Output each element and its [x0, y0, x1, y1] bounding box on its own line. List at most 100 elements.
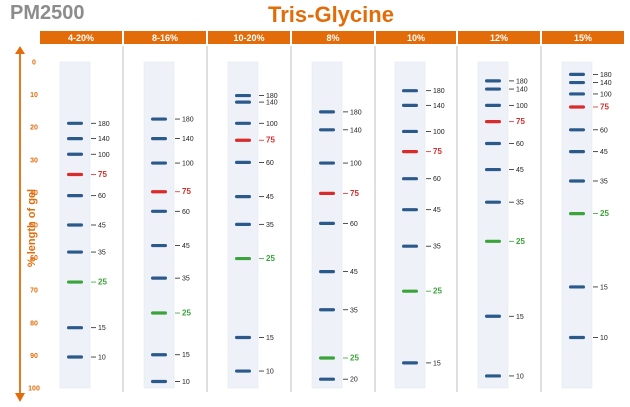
band-10 — [235, 369, 251, 373]
band-75 — [485, 120, 501, 124]
band-label: 10 — [600, 335, 608, 342]
band-label: 45 — [266, 194, 274, 201]
gel-lanes: 1801401007560453525151018014010075604535… — [59, 61, 612, 389]
band-180 — [151, 117, 167, 121]
band-label: 60 — [350, 221, 358, 228]
band-60 — [485, 141, 501, 146]
band-15 — [569, 285, 585, 289]
gel-header-label: 8-16% — [152, 33, 178, 43]
band-140 — [319, 128, 335, 132]
page-title: Tris-Glycine — [268, 2, 394, 27]
band-35 — [402, 244, 418, 248]
gel-lane-background — [394, 61, 426, 389]
band-label: 15 — [600, 284, 608, 291]
band-label: 25 — [516, 237, 525, 246]
band-label: 45 — [98, 223, 106, 230]
band-140 — [402, 103, 418, 107]
y-tick-label: 30 — [30, 157, 38, 164]
band-label: 100 — [433, 129, 445, 136]
band-label: 35 — [350, 307, 358, 314]
band-label: 10 — [516, 373, 524, 380]
band-35 — [569, 179, 585, 183]
gel-header-2 — [208, 31, 290, 44]
band-label: 25 — [182, 309, 191, 318]
band-label: 140 — [98, 136, 110, 143]
band-label: 75 — [433, 147, 442, 156]
band-label: 25 — [433, 287, 442, 296]
band-label: 35 — [516, 200, 524, 207]
band-label: 180 — [182, 117, 194, 124]
band-45 — [485, 167, 501, 172]
band-10 — [569, 335, 585, 340]
band-label: 180 — [98, 121, 110, 128]
gel-header-3 — [292, 31, 374, 44]
gel-header-4 — [376, 31, 456, 44]
band-label: 180 — [516, 78, 528, 85]
band-label: 15 — [98, 325, 106, 332]
band-label: 15 — [266, 335, 274, 342]
arrow-up-icon — [15, 46, 25, 54]
y-axis: 0 10 20 30 40 50 60 70 80 90 100 — [15, 46, 40, 402]
band-label: 20 — [350, 377, 358, 384]
band-10 — [151, 379, 167, 384]
band-35 — [151, 276, 167, 280]
band-label: 140 — [600, 80, 612, 87]
band-25 — [485, 239, 501, 243]
band-75 — [235, 138, 251, 142]
band-45 — [569, 150, 585, 154]
band-45 — [67, 223, 83, 227]
band-60 — [67, 194, 83, 198]
band-label: 60 — [600, 127, 608, 134]
band-label: 25 — [600, 209, 609, 218]
band-label: 100 — [516, 103, 528, 110]
band-label: 15 — [433, 360, 441, 367]
band-label: 140 — [516, 87, 528, 94]
band-60 — [235, 160, 251, 165]
y-tick-label: 100 — [28, 386, 40, 393]
band-label: 35 — [433, 244, 441, 251]
gel-lane-4: 180 140 100 75 60 45 35 25 15 — [394, 61, 445, 389]
band-100 — [151, 161, 167, 165]
y-tick-label: 90 — [30, 353, 38, 360]
y-tick-label: 80 — [30, 320, 38, 327]
product-title: PM2500 — [10, 2, 85, 24]
band-35 — [319, 308, 335, 312]
band-label: 35 — [98, 250, 106, 257]
band-label: 60 — [98, 193, 106, 200]
band-140 — [485, 87, 501, 91]
band-25 — [319, 356, 335, 360]
band-label: 25 — [98, 278, 107, 287]
band-140 — [569, 80, 585, 85]
gel-header-label: 10-20% — [233, 33, 264, 43]
y-tick-label: 70 — [30, 288, 38, 295]
band-25 — [67, 280, 83, 284]
y-tick-label: 0 — [32, 60, 36, 67]
band-label: 180 — [600, 72, 612, 79]
gel-lane-5: 180 140 100 75 60 45 35 25 15 10 — [477, 61, 528, 389]
band-label: 60 — [433, 176, 441, 183]
band-label: 140 — [350, 127, 362, 134]
band-label: 15 — [182, 352, 190, 359]
band-label: 45 — [182, 243, 190, 250]
band-label: 180 — [433, 88, 445, 95]
gel-lane-3: 180 140 100 75 60 45 35 25 20 — [311, 61, 362, 389]
band-label: 35 — [182, 276, 190, 283]
band-label: 140 — [266, 100, 278, 107]
band-45 — [402, 208, 418, 212]
band-label: 140 — [182, 136, 194, 143]
band-label: 75 — [266, 136, 275, 145]
arrow-down-icon — [15, 393, 25, 402]
gel-dividers — [122, 46, 542, 392]
band-label: 180 — [350, 109, 362, 116]
band-label: 60 — [266, 160, 274, 167]
band-label: 100 — [266, 121, 278, 128]
band-label: 25 — [266, 254, 275, 263]
band-label: 75 — [98, 170, 107, 179]
band-75 — [402, 150, 418, 154]
band-180 — [485, 79, 501, 83]
band-15 — [402, 361, 418, 365]
band-35 — [67, 250, 83, 254]
